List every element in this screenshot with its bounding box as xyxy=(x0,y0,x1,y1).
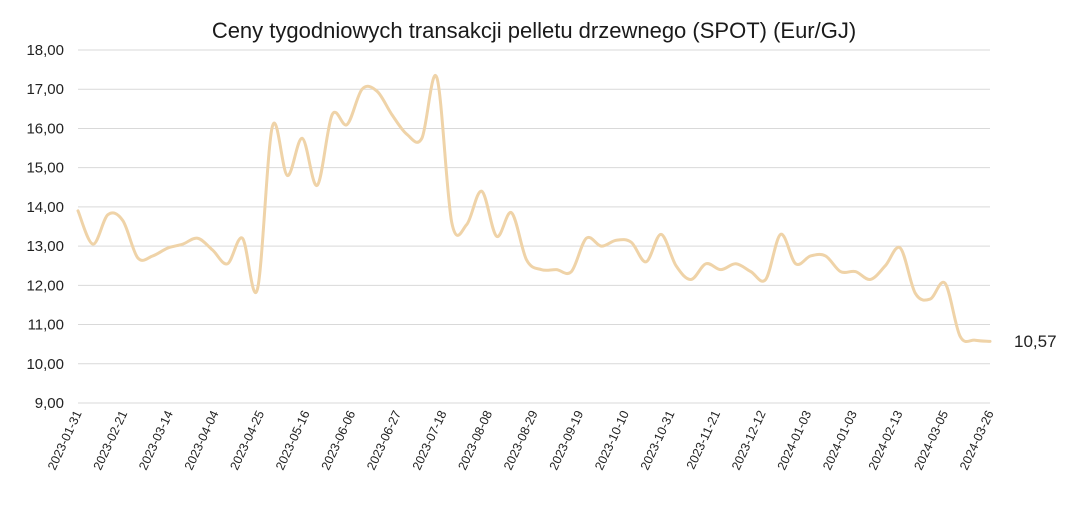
y-tick-label: 15,00 xyxy=(26,160,64,177)
x-tick-label: 2024-03-26 xyxy=(957,408,997,472)
end-value-label: 10,57 xyxy=(1014,332,1057,351)
x-tick-label: 2023-03-14 xyxy=(136,408,176,472)
x-tick-label: 2023-10-10 xyxy=(592,408,632,472)
y-tick-label: 10,00 xyxy=(26,356,64,373)
y-tick-label: 13,00 xyxy=(26,238,64,255)
x-tick-label: 2024-03-05 xyxy=(911,408,951,472)
x-tick-label: 2023-06-27 xyxy=(364,408,404,472)
x-tick-label: 2023-09-19 xyxy=(547,408,587,472)
y-axis-ticks: 9,00 10,00 11,00 12,00 13,00 14,00 15,00 16,00 1… xyxy=(26,42,64,412)
x-tick-label: 2024-01-03 xyxy=(775,408,815,472)
x-tick-label: 2024-01-03 xyxy=(820,408,860,472)
x-tick-label: 2024-02-13 xyxy=(866,408,906,472)
y-tick-label: 16,00 xyxy=(26,120,64,137)
x-tick-label: 2023-07-18 xyxy=(410,408,450,472)
y-tick-label: 12,00 xyxy=(26,277,64,294)
y-tick-label: 14,00 xyxy=(26,199,64,216)
x-tick-label: 2023-10-31 xyxy=(638,408,678,472)
x-tick-label: 2023-06-06 xyxy=(319,408,359,472)
y-tick-label: 9,00 xyxy=(35,395,64,412)
x-tick-label: 2023-02-21 xyxy=(91,408,131,472)
x-tick-label: 2023-11-21 xyxy=(684,408,723,471)
x-tick-label: 2023-05-16 xyxy=(273,408,313,472)
x-tick-label: 2023-04-04 xyxy=(182,408,222,472)
x-tick-label: 2023-12-12 xyxy=(729,408,769,472)
x-axis-ticks: 2023-01-31 2023-02-21 2023-03-14 2023-04-04… xyxy=(45,408,997,472)
chart-title: Ceny tygodniowych transakcji pelletu drz… xyxy=(212,18,856,43)
y-tick-label: 18,00 xyxy=(26,42,64,59)
x-tick-label: 2023-04-25 xyxy=(227,408,267,472)
gridlines xyxy=(78,49,990,404)
x-tick-label: 2023-01-31 xyxy=(45,408,85,472)
price-series-line xyxy=(76,73,992,344)
x-tick-label: 2023-08-08 xyxy=(455,408,495,472)
series-layer xyxy=(76,73,992,344)
y-tick-label: 17,00 xyxy=(26,81,64,98)
y-tick-label: 11,00 xyxy=(28,317,64,334)
x-tick-label: 2023-08-29 xyxy=(501,408,541,472)
